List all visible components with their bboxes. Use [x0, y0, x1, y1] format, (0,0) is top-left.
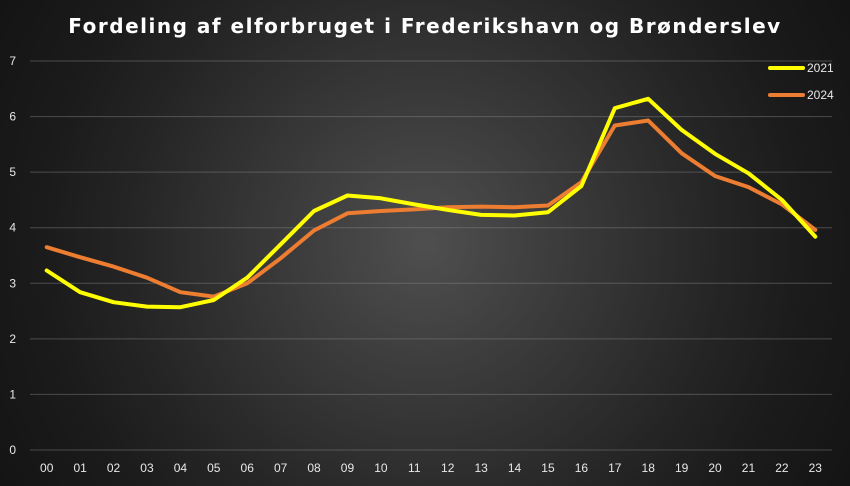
data-point-2024-01 — [78, 255, 82, 259]
data-point-2024-15 — [546, 203, 550, 207]
data-point-2021-11 — [412, 202, 416, 206]
legend-label-2021: 2021 — [807, 61, 834, 75]
x-tick-label: 04 — [174, 461, 188, 475]
series-line-2021 — [44, 96, 818, 310]
x-tick-label: 01 — [73, 461, 87, 475]
data-point-2021-07 — [279, 242, 283, 246]
data-point-2024-13 — [479, 205, 483, 209]
data-point-2021-18 — [646, 97, 650, 101]
data-point-2021-00 — [45, 269, 49, 273]
data-point-2021-14 — [513, 213, 517, 217]
x-tick-label: 12 — [441, 461, 455, 475]
data-point-2021-15 — [546, 210, 550, 214]
data-point-2021-21 — [746, 171, 750, 175]
x-tick-label: 07 — [274, 461, 288, 475]
data-point-2021-09 — [345, 193, 349, 197]
x-tick-label: 02 — [107, 461, 121, 475]
data-point-2024-06 — [245, 281, 249, 285]
data-point-2021-23 — [813, 235, 817, 239]
x-tick-label: 22 — [775, 461, 789, 475]
x-tick-label: 23 — [809, 461, 823, 475]
y-tick-label: 5 — [9, 165, 16, 179]
x-tick-label: 15 — [541, 461, 555, 475]
data-point-2021-06 — [245, 276, 249, 280]
data-point-2021-12 — [446, 208, 450, 212]
data-point-2024-03 — [145, 276, 149, 280]
x-tick-label: 19 — [675, 461, 689, 475]
data-point-2021-16 — [579, 184, 583, 188]
data-point-2021-08 — [312, 209, 316, 213]
x-tick-label: 03 — [140, 461, 154, 475]
data-point-2024-20 — [713, 174, 717, 178]
x-tick-label: 16 — [575, 461, 589, 475]
y-tick-label: 1 — [9, 387, 16, 401]
data-point-2024-10 — [379, 209, 383, 213]
data-point-2021-20 — [713, 152, 717, 156]
x-tick-label: 14 — [508, 461, 522, 475]
data-point-2021-19 — [680, 128, 684, 132]
data-point-2024-09 — [345, 211, 349, 215]
x-tick-label: 10 — [374, 461, 388, 475]
legend-label-2024: 2024 — [807, 88, 834, 102]
data-point-2021-22 — [780, 198, 784, 202]
y-tick-label: 3 — [9, 276, 16, 290]
data-point-2024-23 — [813, 228, 817, 232]
x-tick-label: 05 — [207, 461, 221, 475]
chart-title: Fordeling af elforbruget i Frederikshavn… — [68, 14, 782, 38]
data-point-2021-05 — [212, 298, 216, 302]
x-tick-label: 09 — [341, 461, 355, 475]
x-tick-label: 06 — [241, 461, 255, 475]
x-tick-label: 20 — [708, 461, 722, 475]
data-point-2024-02 — [112, 265, 116, 269]
data-point-2024-07 — [279, 256, 283, 260]
data-point-2021-17 — [613, 106, 617, 110]
data-point-2024-18 — [646, 118, 650, 122]
data-point-2024-00 — [45, 245, 49, 249]
data-point-2024-11 — [412, 207, 416, 211]
data-point-2021-02 — [112, 300, 116, 304]
x-tick-label: 17 — [608, 461, 622, 475]
x-tick-label: 08 — [307, 461, 321, 475]
x-tick-label: 11 — [408, 461, 421, 475]
data-point-2024-04 — [178, 290, 182, 294]
data-point-2021-10 — [379, 196, 383, 200]
data-point-2024-21 — [746, 185, 750, 189]
y-tick-label: 0 — [9, 443, 16, 457]
data-point-2024-08 — [312, 228, 316, 232]
data-point-2021-04 — [178, 305, 182, 309]
x-tick-label: 00 — [40, 461, 54, 475]
x-tick-label: 13 — [474, 461, 488, 475]
data-point-2024-14 — [513, 205, 517, 209]
data-point-2024-19 — [680, 151, 684, 155]
data-point-2021-03 — [145, 305, 149, 309]
y-tick-label: 7 — [9, 54, 16, 68]
x-tick-label: 21 — [742, 461, 756, 475]
data-point-2021-01 — [78, 290, 82, 294]
y-tick-label: 2 — [9, 332, 16, 346]
y-tick-label: 4 — [9, 221, 16, 235]
y-tick-label: 6 — [9, 110, 16, 124]
x-tick-label: 18 — [642, 461, 656, 475]
data-point-2024-17 — [613, 123, 617, 127]
data-point-2021-13 — [479, 213, 483, 217]
